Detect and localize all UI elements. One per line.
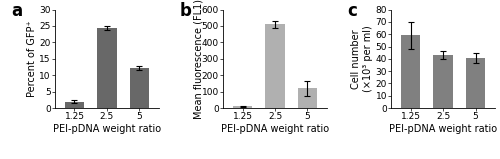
- Bar: [97, 28, 116, 108]
- X-axis label: PEI-pDNA weight ratio: PEI-pDNA weight ratio: [389, 124, 497, 134]
- Bar: [434, 55, 453, 108]
- Y-axis label: Percent of GFP⁺: Percent of GFP⁺: [26, 21, 36, 97]
- Text: b: b: [180, 2, 192, 20]
- Bar: [64, 102, 84, 108]
- Text: a: a: [12, 2, 22, 20]
- Text: c: c: [348, 2, 358, 20]
- Bar: [266, 24, 284, 108]
- Bar: [233, 107, 252, 108]
- X-axis label: PEI-pDNA weight ratio: PEI-pDNA weight ratio: [221, 124, 329, 134]
- Bar: [401, 35, 420, 108]
- Y-axis label: Mean fluorescence (FL1): Mean fluorescence (FL1): [194, 0, 204, 119]
- Bar: [298, 88, 317, 108]
- Bar: [130, 68, 149, 108]
- X-axis label: PEI-pDNA weight ratio: PEI-pDNA weight ratio: [53, 124, 161, 134]
- Y-axis label: Cell number
(×10³ per ml): Cell number (×10³ per ml): [351, 25, 373, 92]
- Bar: [466, 58, 485, 108]
